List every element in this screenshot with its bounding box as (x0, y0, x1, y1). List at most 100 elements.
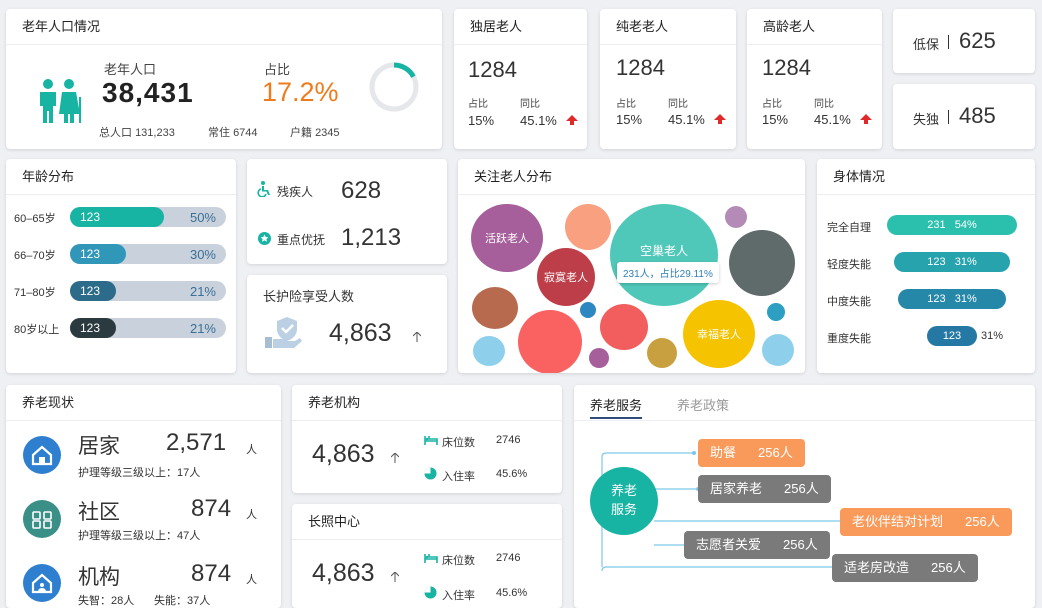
physical-bar-pct: 31% (981, 330, 1004, 342)
priority-label: 重点优抚 (277, 233, 326, 247)
bubble-label: 空巢老人 (639, 244, 688, 258)
status-item-value: 874 (191, 560, 232, 587)
institution-card: 养老机构 4,863 床位数 2746 入住率 45.6% (292, 385, 562, 493)
occupancy-value: 45.6% (496, 587, 528, 599)
tab-elderly-policy[interactable]: 养老政策 (677, 398, 730, 413)
bubble[interactable] (729, 230, 795, 296)
household-label: 户籍 (290, 127, 312, 139)
physical-bar[interactable]: 123 31% (898, 289, 1006, 309)
stat-card-yoy-value: 45.1% (668, 112, 705, 127)
status-item-sub: 护理等级三级以上：17人 (78, 467, 201, 479)
service-volunteer-care[interactable]: 志愿者关爱 256人 (684, 531, 830, 559)
elderly-value: 38,431 (102, 77, 194, 108)
physical-bar[interactable]: 123 (927, 326, 977, 346)
stat-card-ratio-label: 占比 (762, 99, 782, 110)
bubble-lonely[interactable]: 寂寞老人 (537, 248, 595, 306)
institution-title: 养老机构 (292, 385, 562, 421)
physical-row-label: 中度失能 (827, 296, 871, 308)
disabled-label: 残疾人 (277, 185, 314, 199)
population-title: 老年人口情况 (6, 9, 442, 45)
bubble-empty-nest[interactable]: 空巢老人 (610, 204, 718, 306)
hand-shield-icon (265, 317, 302, 348)
physical-bar-pct: 31% (954, 293, 977, 305)
age-bar[interactable]: 123 21% (70, 318, 226, 338)
elderly-care-status-card: 养老现状 居家 2,571 人 护理等级三级以上：17人 社区 874 人 护理… (6, 385, 281, 608)
bubble[interactable] (473, 336, 505, 366)
pie-icon (424, 467, 437, 480)
age-bar-fill (70, 207, 164, 227)
stat-card-advanced-age: 高龄老人 1284 占比 同比 15% 45.1% (747, 9, 882, 149)
bubble[interactable] (725, 206, 747, 228)
services-center-node[interactable]: 养老 服务 (590, 467, 658, 535)
mini-card-subsistence: 低保 625 (893, 9, 1035, 73)
beds-value: 2746 (496, 552, 521, 564)
service-value: 256人 (783, 537, 818, 552)
household-population: 户籍 2345 (290, 124, 340, 140)
bubble[interactable] (762, 334, 794, 366)
stat-card-ratio-value: 15% (762, 112, 789, 127)
tab-elderly-services[interactable]: 养老服务 (590, 398, 643, 413)
mini-card-value: 625 (959, 28, 996, 53)
age-distribution-title: 年龄分布 (6, 159, 236, 195)
service-home-renovation[interactable]: 适老房改造 256人 (832, 554, 978, 582)
physical-bar[interactable]: 123 31% (894, 252, 1010, 272)
bubble[interactable] (589, 348, 609, 368)
bubble-label: 活跃老人 (485, 233, 529, 245)
arrow-up-icon (860, 114, 872, 124)
bubble[interactable] (472, 287, 518, 329)
mini-card-label: 低保 (913, 37, 940, 52)
service-buddy-pairing[interactable]: 老伙伴结对计划 256人 (840, 508, 1012, 536)
bubble[interactable] (518, 310, 582, 373)
service-value: 256人 (965, 514, 1000, 529)
age-bar[interactable]: 123 30% (70, 244, 226, 264)
status-item-value: 874 (191, 495, 232, 522)
center-node-line1: 养老 (610, 483, 637, 498)
bubble-tooltip: 231人，占比29.11% (617, 262, 719, 283)
bubble-happy[interactable]: 幸福老人 (683, 300, 755, 368)
age-bar-pct: 30% (189, 247, 216, 262)
ratio-donut (369, 62, 419, 112)
status-item-name: 社区 (78, 501, 120, 524)
priority-value: 1,213 (341, 224, 402, 251)
service-meal-assist[interactable]: 助餐 256人 (698, 439, 805, 467)
long-term-care-title: 长照中心 (292, 504, 562, 540)
physical-bar[interactable]: 231 54% (887, 215, 1017, 235)
bubble[interactable] (580, 302, 596, 318)
bubble-label: 寂寞老人 (544, 272, 588, 284)
status-item-name: 居家 (78, 435, 120, 458)
tab-divider (574, 420, 1035, 421)
mini-card-label: 失独 (913, 112, 940, 127)
bubble-active[interactable]: 活跃老人 (471, 204, 543, 272)
ratio-label: 占比 (264, 62, 291, 77)
bubble[interactable] (565, 204, 611, 250)
physical-condition-card: 身体情况 完全自理 231 54% 轻度失能 123 31% 中度失能 123 … (817, 159, 1035, 373)
beds-label: 床位数 (442, 437, 475, 449)
age-bar[interactable]: 123 21% (70, 281, 226, 301)
institution-icon (23, 564, 61, 602)
stat-card-yoy-value: 45.1% (520, 113, 557, 128)
service-name: 志愿者关爱 (696, 537, 762, 552)
bubble[interactable] (600, 304, 648, 350)
physical-bar-value: 123 (927, 293, 946, 305)
arrow-up-icon (391, 572, 399, 582)
age-row-label: 60–65岁 (14, 213, 56, 225)
age-bar-fill (70, 244, 127, 264)
house-icon (23, 436, 61, 474)
elderly-care-status-title: 养老现状 (6, 385, 281, 421)
occupancy-label: 入住率 (442, 471, 475, 483)
age-bar-pct: 21% (189, 321, 216, 336)
physical-bar-value: 231 (927, 219, 946, 231)
beds-label: 床位数 (442, 555, 475, 567)
stat-card-ratio-label: 占比 (616, 99, 636, 110)
age-bar[interactable]: 123 50% (70, 207, 226, 227)
beds-value: 2746 (496, 434, 521, 446)
bubble[interactable] (647, 338, 677, 368)
mini-card-value: 485 (959, 103, 996, 128)
stat-card-ratio-value: 15% (616, 112, 643, 127)
elderly-label: 老年人口 (104, 62, 157, 77)
stat-card-title: 高龄老人 (747, 9, 882, 45)
bubble[interactable] (767, 303, 785, 321)
elderly-couple-icon (40, 79, 81, 123)
service-name: 助餐 (710, 445, 737, 460)
service-home-care[interactable]: 居家养老 256人 (698, 475, 831, 503)
